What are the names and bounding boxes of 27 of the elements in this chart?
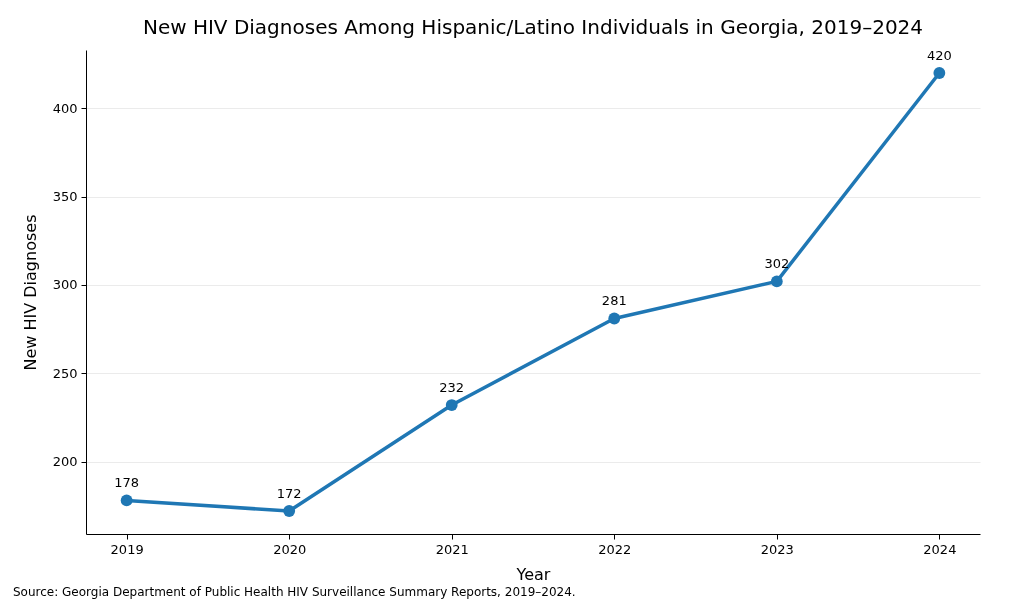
x-tick-label: 2019 — [110, 541, 144, 557]
x-tick-label: 2021 — [435, 541, 469, 557]
y-tick-label: 300 — [52, 277, 78, 293]
x-tick-label: 2023 — [760, 541, 794, 557]
data-label: 232 — [439, 380, 465, 396]
point — [608, 312, 621, 325]
point — [933, 67, 946, 79]
y-tick-label: 250 — [52, 365, 78, 381]
x-tick-label: 2024 — [923, 541, 957, 557]
point — [283, 505, 296, 517]
data-label: 172 — [276, 486, 302, 502]
y-tick-label: 350 — [52, 189, 78, 205]
data-label: 302 — [764, 256, 790, 272]
x-axis-title: Year — [515, 564, 551, 584]
point — [445, 399, 458, 411]
x-tick-label: 2022 — [598, 541, 632, 557]
data-label: 420 — [926, 47, 952, 63]
source-note: Source: Georgia Department of Public Health HIV Surveillance Summary Reports, 2019–2024. — [13, 585, 576, 599]
point — [120, 494, 133, 507]
point — [770, 275, 783, 288]
y-tick-label: 200 — [52, 454, 78, 470]
data-label: 178 — [114, 475, 140, 491]
chart-title: New HIV Diagnoses Among Hispanic/Latino Individuals in Georgia, 2019–2024 — [142, 14, 924, 39]
y-axis-title: New HIV Diagnoses — [20, 214, 40, 371]
x-tick-label: 2020 — [273, 541, 307, 557]
data-label: 281 — [601, 293, 627, 309]
y-tick-label: 400 — [52, 100, 78, 116]
